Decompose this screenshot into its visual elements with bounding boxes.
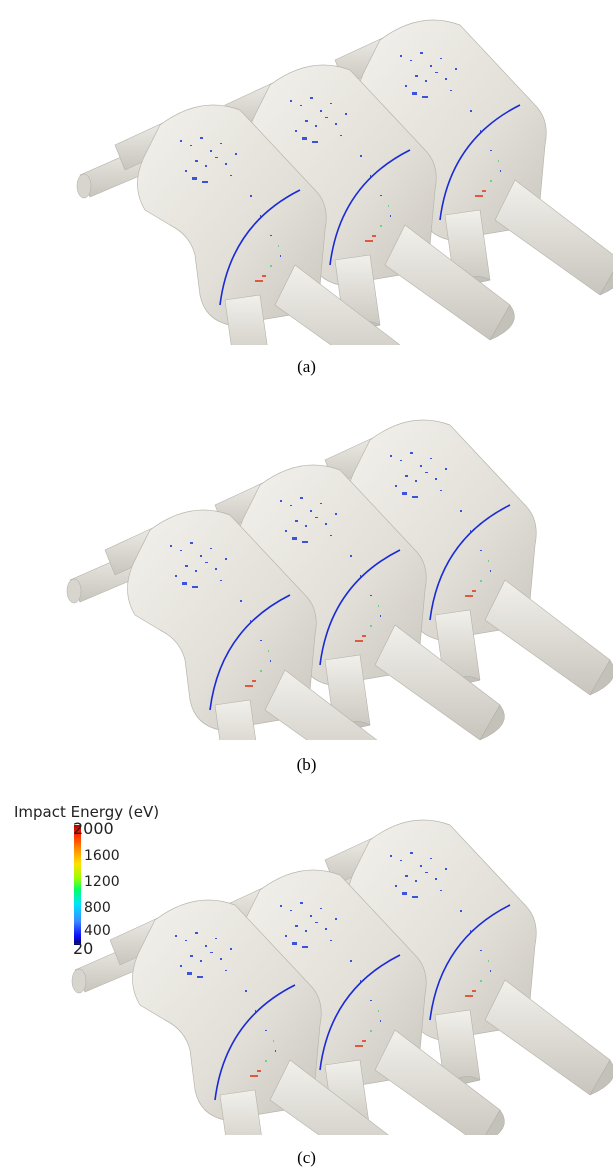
panel-a [0,0,613,345]
panel-b [0,400,613,740]
legend-title: Impact Energy (eV) [14,803,160,821]
legend-tick: 800 [84,900,111,916]
legend-tick: 1600 [84,848,120,864]
legend-tick: 400 [84,923,111,939]
legend-tick: 20 [73,939,94,958]
legend-tick: 2000 [73,819,114,838]
caption-a: (a) [297,357,316,376]
legend-tick: 1200 [84,874,120,890]
caption-c: (c) [297,1148,316,1167]
panel-a-render [76,19,613,345]
legend-colorbar [74,825,81,945]
caption-b: (b) [296,755,317,774]
color-legend: Impact Energy (eV) 2000 1600 1200 800 40… [14,803,194,958]
panel-b-render [66,419,613,740]
